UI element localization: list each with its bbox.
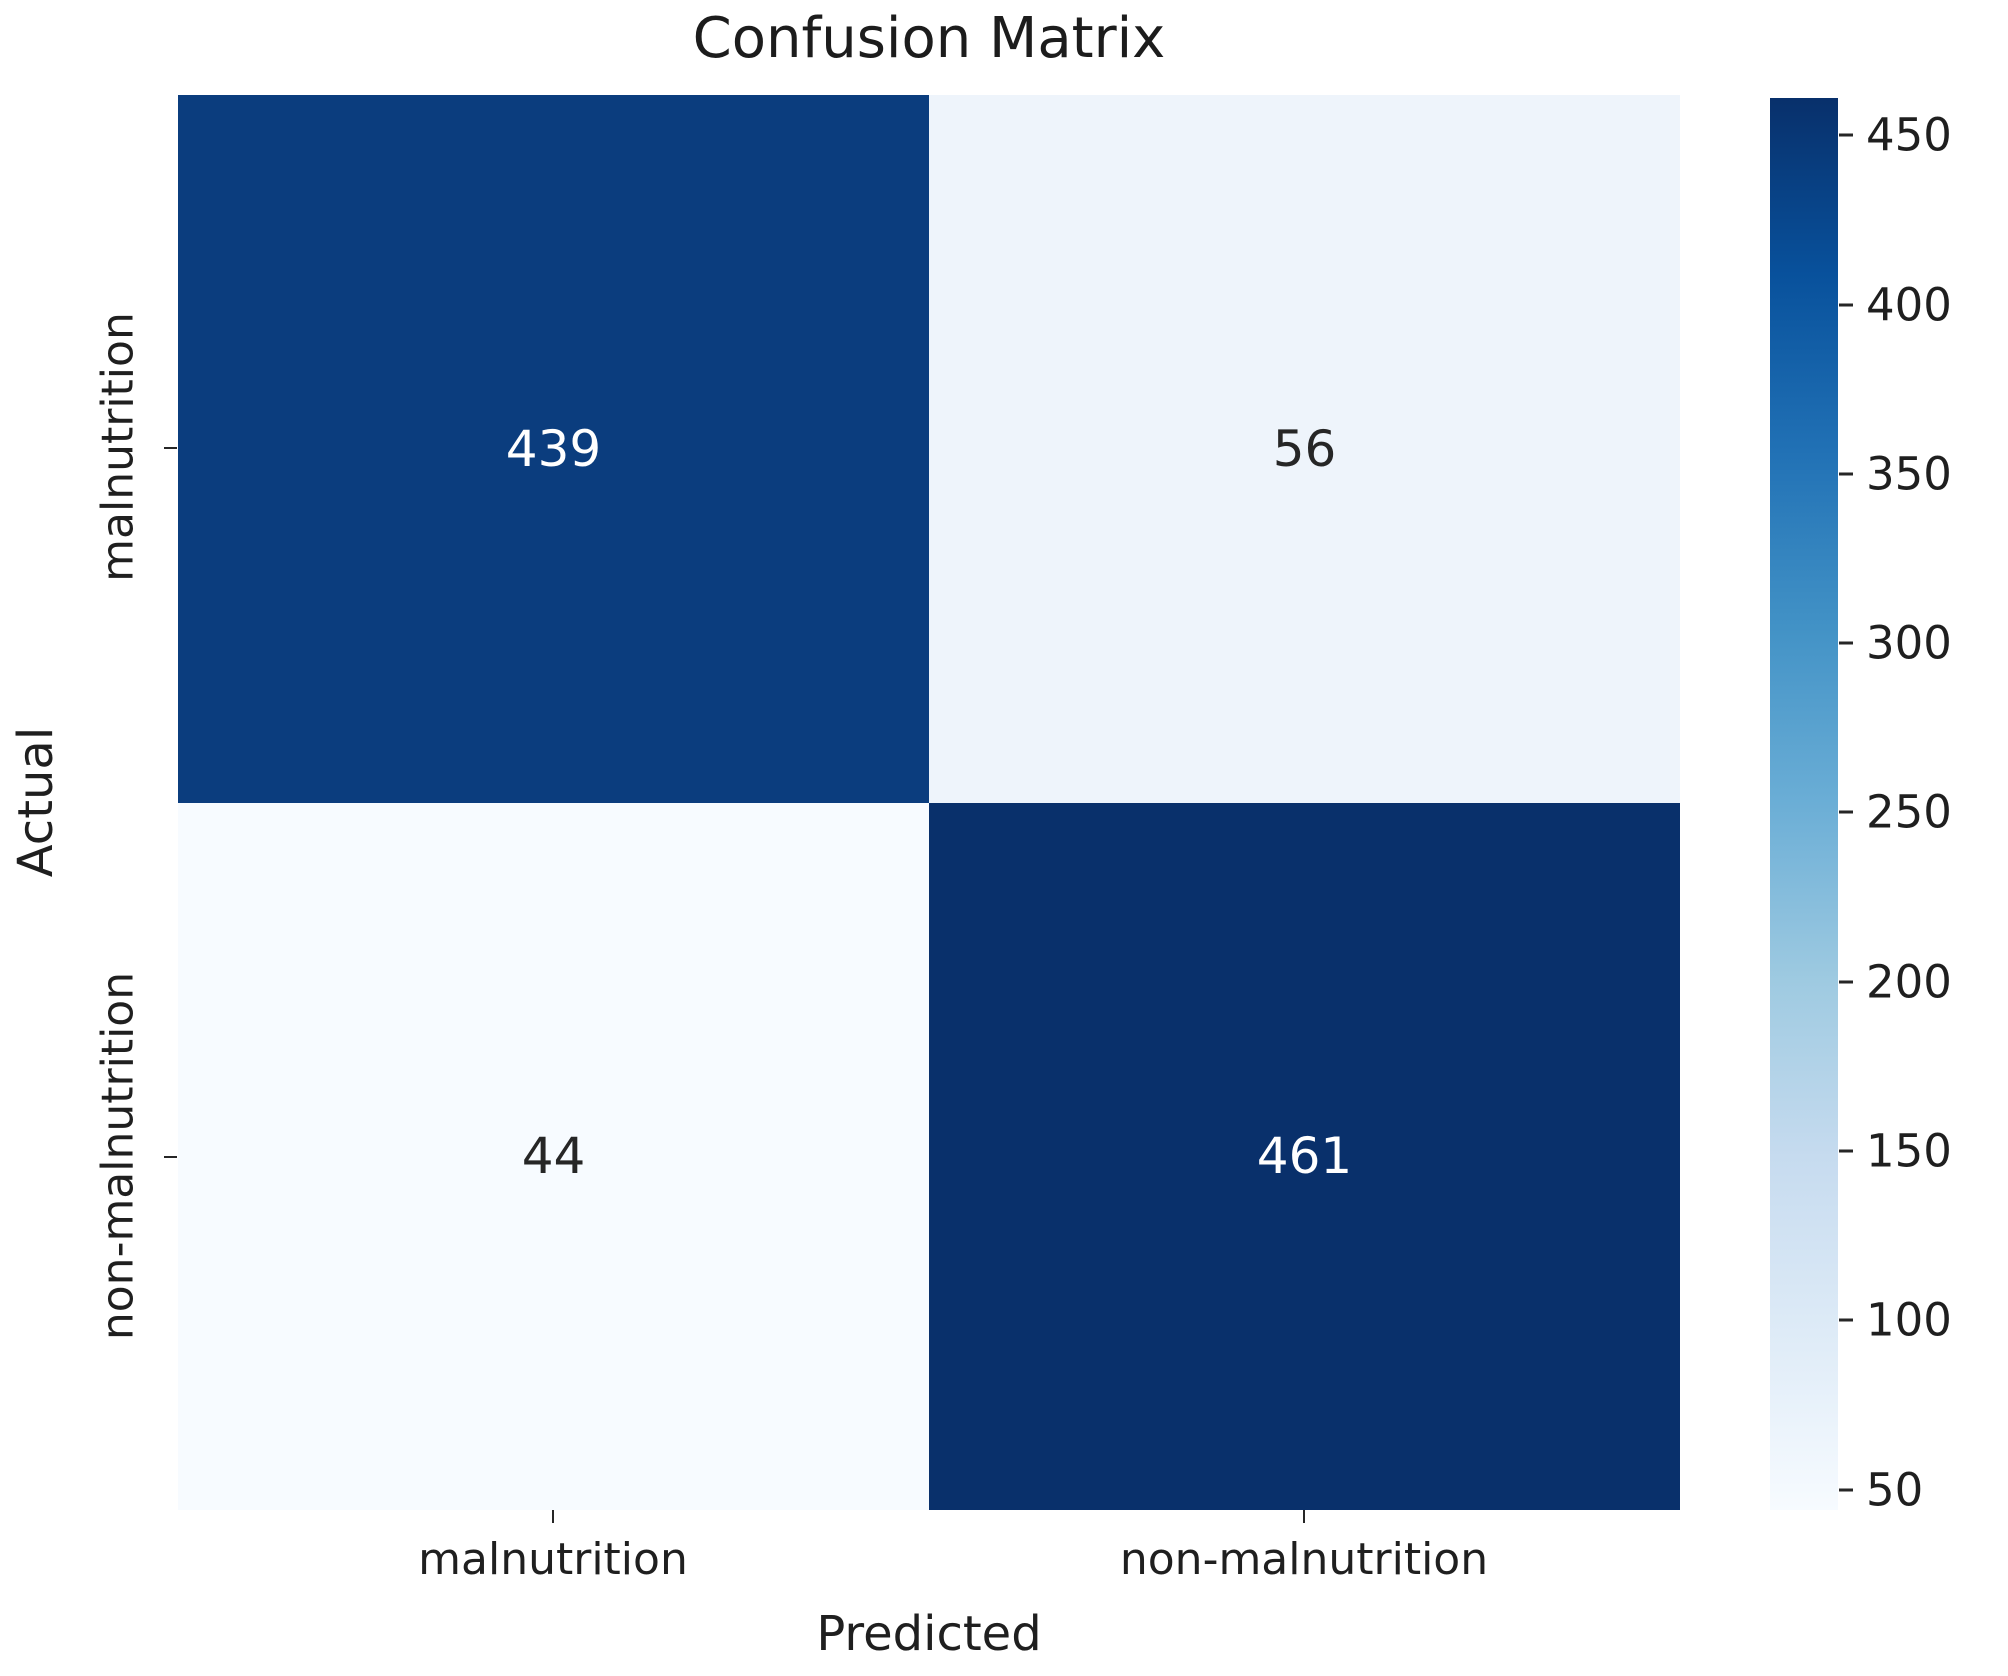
colorbar-tick-label: 50 xyxy=(1866,1463,1924,1517)
y-axis-tick xyxy=(164,447,177,449)
heatmap-cell-false-positive: 44 xyxy=(178,802,929,1510)
cell-value: 56 xyxy=(1272,419,1337,478)
x-axis-label: Predicted xyxy=(816,1606,1042,1662)
colorbar-tick-label: 100 xyxy=(1866,1293,1952,1347)
colorbar-tick-label: 250 xyxy=(1866,785,1952,839)
x-axis-tick xyxy=(1303,1510,1305,1523)
colorbar-tick-label: 450 xyxy=(1866,108,1952,162)
x-axis-tick xyxy=(552,1510,554,1523)
heatmap-cell-true-negative: 461 xyxy=(929,802,1680,1510)
heatmap-grid: 439 56 44 461 xyxy=(178,95,1680,1510)
colorbar-tick xyxy=(1839,133,1853,137)
y-axis-label: Actual xyxy=(8,726,64,878)
colorbar-tick-label: 350 xyxy=(1866,447,1952,501)
colorbar-tick-label: 300 xyxy=(1866,616,1952,670)
cell-value: 461 xyxy=(1256,1127,1353,1186)
colorbar-tick xyxy=(1839,472,1853,476)
chart-title: Confusion Matrix xyxy=(692,6,1166,71)
colorbar-tick-label: 200 xyxy=(1866,955,1952,1009)
colorbar-tick xyxy=(1839,810,1853,814)
colorbar-tick xyxy=(1839,303,1853,307)
heatmap-cell-true-positive: 439 xyxy=(178,95,929,803)
cell-value: 439 xyxy=(505,419,602,478)
colorbar-tick-label: 400 xyxy=(1866,278,1952,332)
colorbar-tick xyxy=(1839,641,1853,645)
x-tick-label-non-malnutrition: non-malnutrition xyxy=(1119,1534,1489,1585)
x-tick-label-malnutrition: malnutrition xyxy=(418,1534,688,1585)
cell-value: 44 xyxy=(521,1127,586,1186)
heatmap-cell-false-negative: 56 xyxy=(929,95,1680,803)
y-tick-label-non-malnutrition: non-malnutrition xyxy=(92,971,144,1341)
colorbar-tick xyxy=(1839,1318,1853,1322)
colorbar-tick xyxy=(1839,1488,1853,1492)
y-axis-tick xyxy=(164,1156,177,1158)
colorbar-tick xyxy=(1839,1149,1853,1153)
colorbar-tick xyxy=(1839,980,1853,984)
colorbar xyxy=(1770,98,1838,1510)
y-tick-label-malnutrition: malnutrition xyxy=(92,312,144,582)
colorbar-tick-label: 150 xyxy=(1866,1124,1952,1178)
